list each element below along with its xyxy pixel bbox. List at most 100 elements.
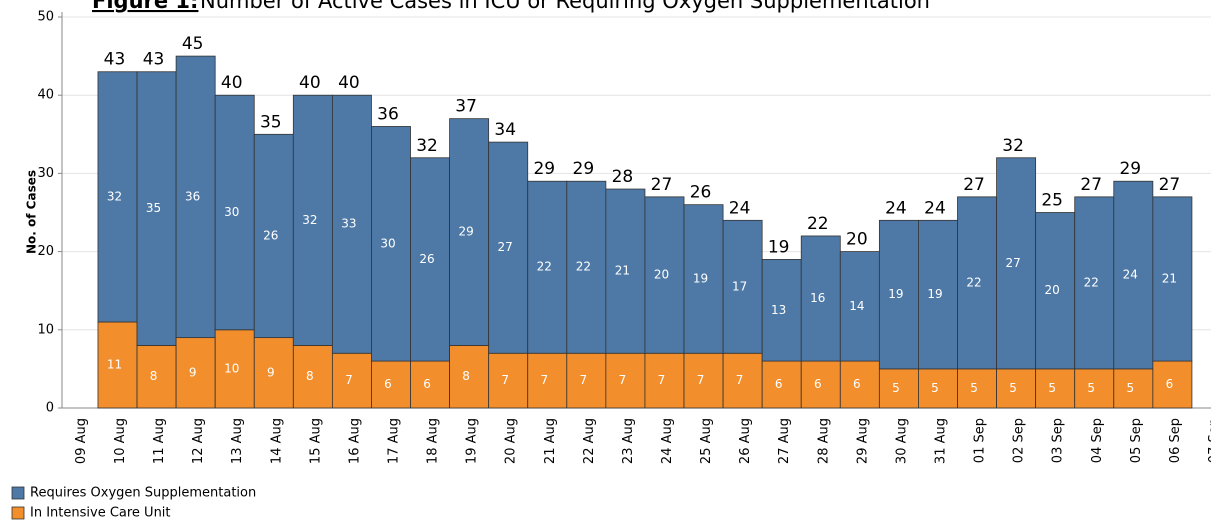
total-label: 43 xyxy=(143,50,165,70)
bar-segment xyxy=(996,157,1037,370)
x-tick-label: 28 Aug xyxy=(816,418,831,464)
total-label: 40 xyxy=(299,73,321,93)
segment-label: 8 xyxy=(462,369,470,383)
bar-segment xyxy=(800,235,841,362)
segment-label: 22 xyxy=(576,260,591,274)
total-label: 29 xyxy=(1119,159,1141,179)
legend-label: In Intensive Care Unit xyxy=(30,506,171,521)
x-tick-label: 14 Aug xyxy=(269,418,284,464)
x-tick-label: 04 Sep xyxy=(1090,418,1105,463)
x-tick-label: 13 Aug xyxy=(230,418,245,464)
bar-segment xyxy=(331,94,372,354)
bar-segment xyxy=(918,219,958,370)
bar-segment xyxy=(214,329,255,409)
y-tick-label: 10 xyxy=(37,322,54,337)
segment-label: 7 xyxy=(540,373,548,387)
total-label: 24 xyxy=(924,198,946,218)
y-axis-label: No. of Cases xyxy=(25,170,39,254)
x-tick-label: 31 Aug xyxy=(933,418,948,464)
total-label: 40 xyxy=(221,73,243,93)
bar-segment xyxy=(839,360,880,409)
segment-label: 13 xyxy=(771,303,786,317)
segment-label: 22 xyxy=(1084,275,1099,289)
y-tick-label: 0 xyxy=(46,401,54,416)
segment-label: 26 xyxy=(419,252,434,266)
bar-segment xyxy=(1035,212,1076,370)
total-label: 19 xyxy=(768,237,790,257)
bar-segment xyxy=(800,360,841,409)
bar-segment xyxy=(761,360,802,409)
segment-label: 6 xyxy=(423,377,431,391)
bar-segment xyxy=(605,188,646,354)
segment-label: 6 xyxy=(814,377,822,391)
segment-label: 21 xyxy=(1162,271,1177,285)
segment-label: 19 xyxy=(693,271,708,285)
bar-segment xyxy=(722,352,763,409)
x-tick-label: 23 Aug xyxy=(621,418,636,464)
x-tick-label: 26 Aug xyxy=(738,418,753,464)
segment-label: 22 xyxy=(537,260,552,274)
segment-label: 5 xyxy=(1126,381,1134,395)
x-tick-label: 06 Sep xyxy=(1168,418,1183,463)
legend-label: Requires Oxygen Supplementation xyxy=(30,486,256,501)
segment-label: 5 xyxy=(931,381,939,395)
segment-label: 5 xyxy=(1009,381,1017,395)
x-tick-label: 02 Sep xyxy=(1012,418,1027,463)
bar-segment xyxy=(97,321,138,409)
total-label: 32 xyxy=(1002,136,1024,156)
y-tick-label: 50 xyxy=(37,10,54,25)
bar-segment xyxy=(1113,180,1154,370)
segment-label: 5 xyxy=(892,381,900,395)
bar-segment xyxy=(566,352,607,409)
segment-label: 6 xyxy=(1166,377,1174,391)
legend-swatch xyxy=(11,506,25,520)
segment-label: 14 xyxy=(849,299,864,313)
segment-label: 17 xyxy=(732,279,747,293)
x-tick-label: 30 Aug xyxy=(894,418,909,464)
segment-label: 27 xyxy=(498,240,513,254)
bar-segment xyxy=(996,368,1037,409)
x-tick-label: 24 Aug xyxy=(660,418,675,464)
segment-label: 6 xyxy=(853,377,861,391)
total-label: 28 xyxy=(612,167,634,187)
total-label: 45 xyxy=(182,34,204,54)
segment-label: 32 xyxy=(302,213,317,227)
total-label: 43 xyxy=(104,50,126,70)
bar-segment xyxy=(136,71,177,346)
segment-label: 36 xyxy=(185,189,200,203)
x-tick-label: 27 Aug xyxy=(777,418,792,464)
bar-segment xyxy=(566,180,607,354)
bar-segment xyxy=(1074,368,1115,409)
figure-label: Figure 1: xyxy=(92,0,198,13)
segment-label: 16 xyxy=(810,291,825,305)
bar-segment xyxy=(957,368,997,409)
bar-segment xyxy=(449,118,490,346)
total-label: 36 xyxy=(377,104,399,124)
segment-label: 7 xyxy=(619,373,627,387)
x-tick-label: 10 Aug xyxy=(113,418,128,464)
segment-label: 30 xyxy=(380,236,395,250)
total-label: 32 xyxy=(416,136,438,156)
total-label: 29 xyxy=(533,159,555,179)
x-tick-label: 15 Aug xyxy=(308,418,323,464)
segment-label: 33 xyxy=(341,217,356,231)
bar-segment xyxy=(97,71,138,323)
bar-segment xyxy=(1152,196,1193,362)
bar-segment xyxy=(761,259,802,362)
total-label: 40 xyxy=(338,73,360,93)
x-tick-label: 12 Aug xyxy=(191,418,206,464)
bar-segment xyxy=(839,251,880,362)
x-tick-label: 22 Aug xyxy=(582,418,597,464)
bar-segment xyxy=(371,126,411,362)
segment-label: 7 xyxy=(580,373,588,387)
segment-label: 19 xyxy=(927,287,942,301)
x-tick-label: 11 Aug xyxy=(152,418,167,464)
x-tick-label: 07 Sep xyxy=(1207,418,1211,463)
legend-swatch xyxy=(11,486,25,500)
bar-segment xyxy=(175,55,216,339)
bar-segment xyxy=(253,133,294,339)
x-tick-label: 09 Aug xyxy=(74,418,89,464)
segment-label: 5 xyxy=(970,381,978,395)
bar-segment xyxy=(957,196,997,370)
